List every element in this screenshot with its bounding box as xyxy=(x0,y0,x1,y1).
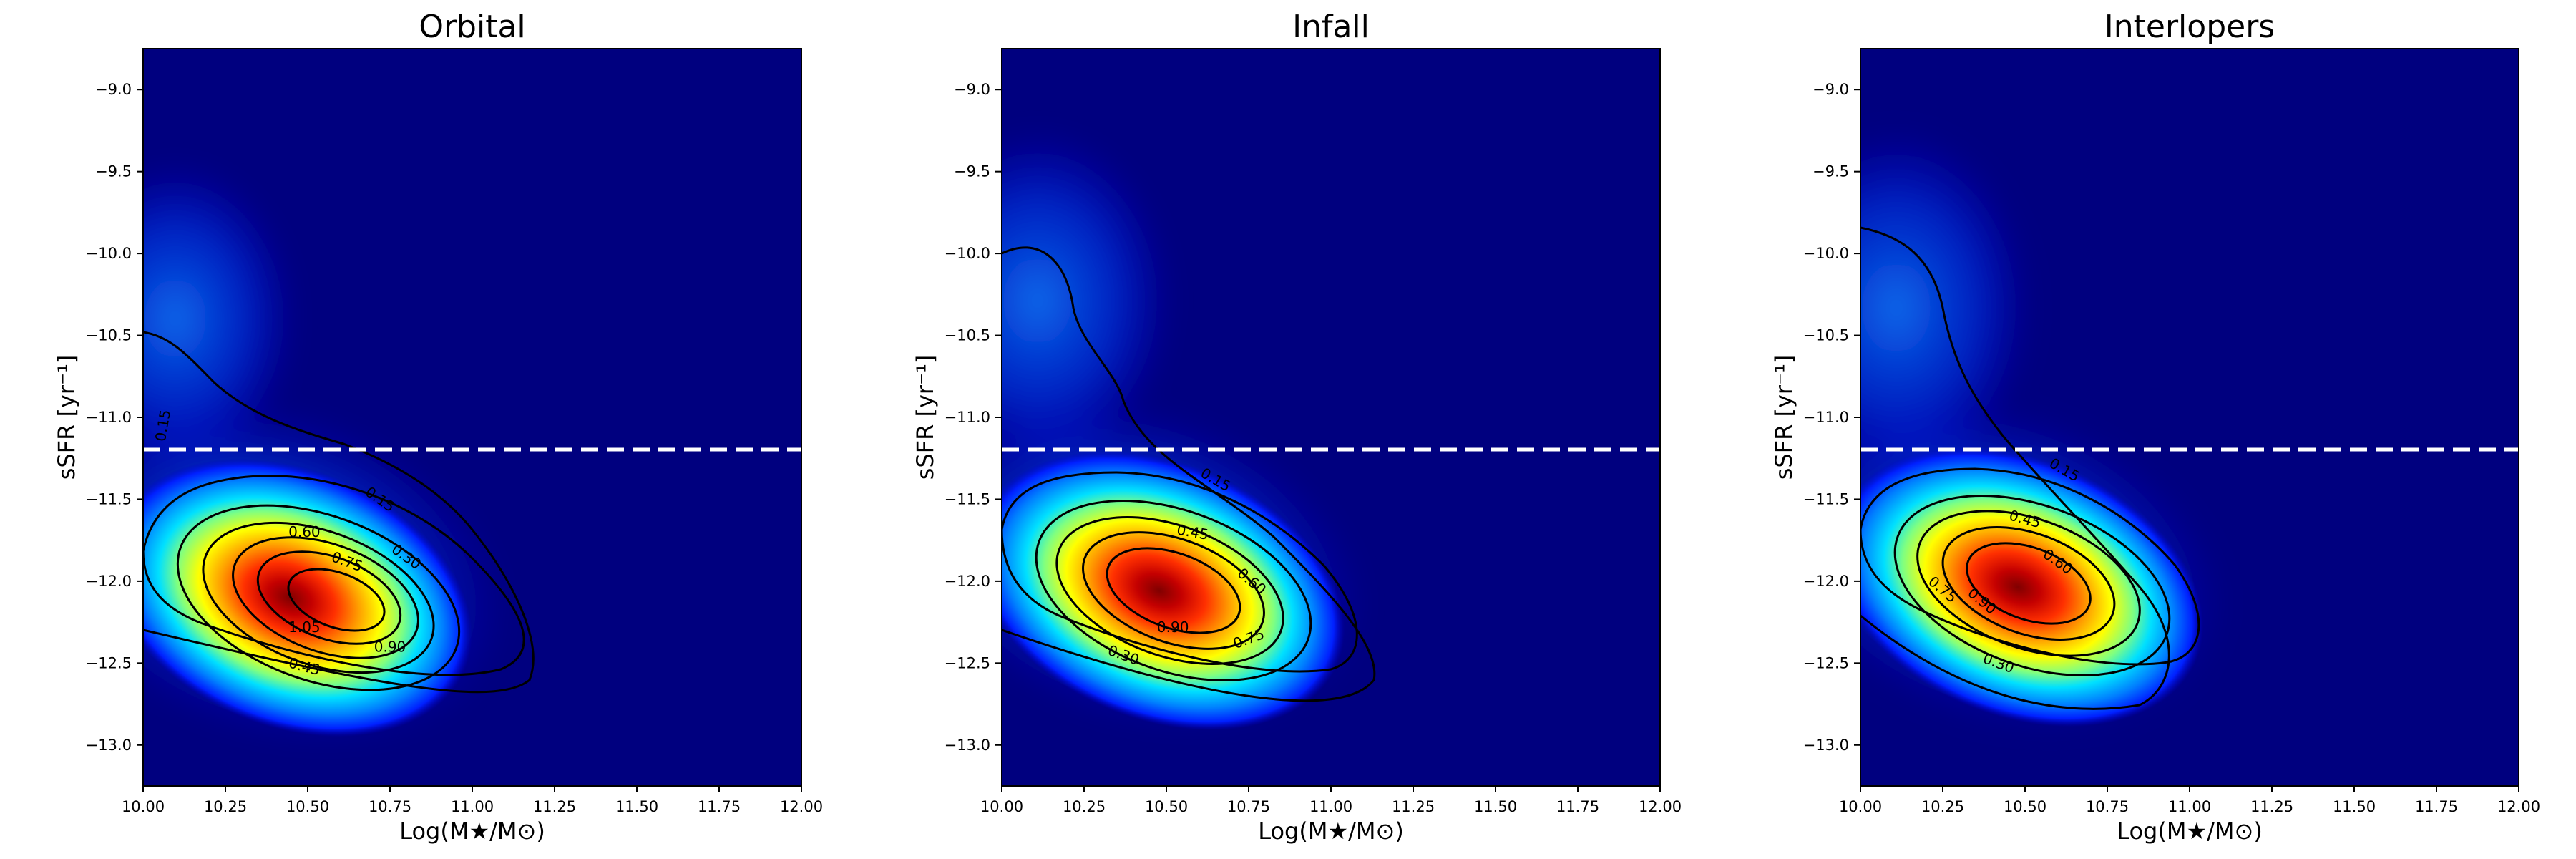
plot-area: 0.150.150.300.600.751.050.900.45 xyxy=(143,49,801,786)
x-tick-label: 10.25 xyxy=(1063,798,1106,815)
panel-infall: Infall 0.150.450.600.90 0.750.30 10.00 10.… xyxy=(912,9,1682,845)
y-tick-label: −11.0 xyxy=(1803,409,1849,426)
y-tick-label: −9.5 xyxy=(1813,163,1849,180)
y-tick-label: −10.0 xyxy=(945,245,990,262)
y-tick-label: −12.5 xyxy=(86,654,132,671)
heatmap-wing xyxy=(1002,129,1174,472)
y-axis-label: sSFR [yr⁻¹] xyxy=(53,355,80,480)
x-tick-label: 10.50 xyxy=(2004,798,2046,815)
y-ticks: −9.0 −9.5 −10.0 −10.5 −11.0 −11.5 −12.0 −12.5 −1… xyxy=(1803,81,1860,754)
x-tick-label: 10.00 xyxy=(1839,798,1882,815)
y-tick-label: −13.0 xyxy=(945,737,990,754)
x-tick-label: 10.50 xyxy=(1145,798,1188,815)
contour-label: 0.90 xyxy=(1157,618,1189,636)
x-tick-label: 11.00 xyxy=(1309,798,1352,815)
x-tick-label: 10.00 xyxy=(980,798,1023,815)
plot-area: 0.150.450.600.75 0.900.30 xyxy=(1860,49,2519,786)
x-axis-label: Log(M★/M⊙) xyxy=(399,817,545,845)
x-tick-label: 12.00 xyxy=(1639,798,1682,815)
x-tick-label: 10.75 xyxy=(2086,798,2129,815)
y-tick-label: −9.0 xyxy=(1813,81,1849,98)
y-ticks: −9.0 −9.5 −10.0 −10.5 −11.0 −11.5 −12.0 −12.5 −1… xyxy=(86,81,143,754)
x-ticks: 10.00 10.25 10.50 10.75 11.00 11.25 11.50 11.75… xyxy=(122,786,823,815)
contour-lines xyxy=(143,331,535,694)
y-tick-label: −11.5 xyxy=(86,490,132,508)
panel-title: Infall xyxy=(1292,9,1370,45)
x-tick-label: 11.75 xyxy=(2415,798,2458,815)
x-tick-label: 10.50 xyxy=(286,798,329,815)
x-tick-label: 11.75 xyxy=(698,798,741,815)
x-tick-label: 11.25 xyxy=(1392,798,1435,815)
x-tick-label: 10.75 xyxy=(1227,798,1270,815)
y-tick-label: −12.0 xyxy=(86,573,132,590)
panel-orbital: Orbital 0.150.150.300.600.751.050.900.45… xyxy=(53,9,823,845)
x-tick-label: 11.50 xyxy=(615,798,658,815)
x-tick-label: 11.75 xyxy=(1556,798,1599,815)
x-tick-label: 10.75 xyxy=(369,798,411,815)
x-ticks: 10.00 10.25 10.50 10.75 11.00 11.25 11.50 11.75… xyxy=(980,786,1682,815)
y-tick-label: −11.0 xyxy=(86,409,132,426)
x-axis-label: Log(M★/M⊙) xyxy=(1258,817,1404,845)
x-tick-label: 11.25 xyxy=(533,798,576,815)
y-tick-label: −12.5 xyxy=(945,654,990,671)
y-tick-label: −12.0 xyxy=(1803,573,1849,590)
y-tick-label: −10.5 xyxy=(86,327,132,344)
y-tick-label: −9.5 xyxy=(954,163,990,180)
x-tick-label: 10.00 xyxy=(122,798,165,815)
y-tick-label: −9.0 xyxy=(95,81,132,98)
y-axis-label: sSFR [yr⁻¹] xyxy=(1770,355,1797,480)
x-tick-label: 11.00 xyxy=(2168,798,2211,815)
y-tick-label: −10.0 xyxy=(86,245,132,262)
x-tick-label: 10.25 xyxy=(1921,798,1964,815)
y-tick-label: −11.5 xyxy=(945,490,990,508)
y-tick-label: −13.0 xyxy=(86,737,132,754)
contour-label: 0.90 xyxy=(374,638,406,655)
y-tick-label: −11.5 xyxy=(1803,490,1849,508)
contour-label: 0.60 xyxy=(288,523,321,540)
y-tick-label: −9.5 xyxy=(95,163,132,180)
contour-lines xyxy=(1860,226,2200,710)
x-axis-label: Log(M★/M⊙) xyxy=(2117,817,2263,845)
y-tick-label: −10.5 xyxy=(1803,327,1849,344)
panel-title: Interlopers xyxy=(2104,9,2275,45)
contour-lines xyxy=(1002,246,1376,702)
x-tick-label: 10.25 xyxy=(204,798,247,815)
x-tick-label: 12.00 xyxy=(780,798,823,815)
x-tick-label: 11.50 xyxy=(2333,798,2376,815)
y-tick-label: −13.0 xyxy=(1803,737,1849,754)
panel-interlopers: Interlopers 0.150.450.600.75 0.900.30 10.… xyxy=(1770,9,2540,845)
heatmap-wing xyxy=(1860,129,2032,487)
contour-label: 1.05 xyxy=(288,618,321,636)
x-tick-label: 11.25 xyxy=(2250,798,2293,815)
plot-area: 0.150.450.600.90 0.750.30 xyxy=(1002,49,1660,786)
y-tick-label: −10.5 xyxy=(945,327,990,344)
heatmap-core xyxy=(1860,447,2204,727)
x-tick-label: 12.00 xyxy=(2497,798,2540,815)
x-tick-label: 11.00 xyxy=(451,798,494,815)
x-tick-label: 11.50 xyxy=(1474,798,1517,815)
y-tick-label: −9.0 xyxy=(954,81,990,98)
y-ticks: −9.0 −9.5 −10.0 −10.5 −11.0 −11.5 −12.0 −12.5 −1… xyxy=(945,81,1002,754)
y-tick-label: −10.0 xyxy=(1803,245,1849,262)
y-tick-label: −12.5 xyxy=(1803,654,1849,671)
y-axis-label: sSFR [yr⁻¹] xyxy=(912,355,939,480)
panel-title: Orbital xyxy=(419,9,525,45)
y-tick-label: −11.0 xyxy=(945,409,990,426)
heatmap-wing xyxy=(143,161,297,476)
x-ticks: 10.00 10.25 10.50 10.75 11.00 11.25 11.50 11.75… xyxy=(1839,786,2540,815)
y-tick-label: −12.0 xyxy=(945,573,990,590)
